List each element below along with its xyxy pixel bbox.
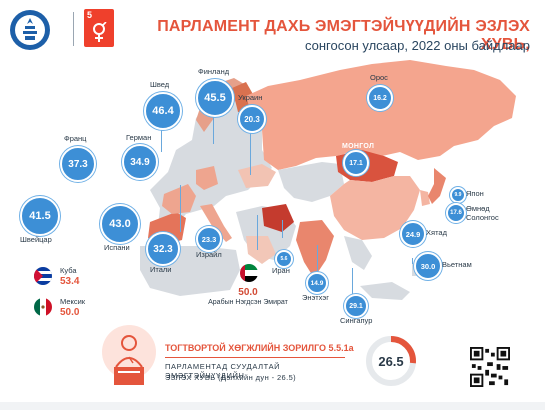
bubble-italy: 32.3 <box>146 232 180 266</box>
bubble-china: 24.9 <box>400 221 426 247</box>
bubble-iran: 5.6 <box>275 250 293 268</box>
leader-line <box>352 268 353 296</box>
bubble-sweden: 46.4 <box>144 92 182 130</box>
goal-description-line1: ПАРЛАМЕНТАД СУУДАЛТАЙ ЭМЭГТЭЙЧҮҮДИЙН <box>165 362 281 380</box>
country-label-france: Франц <box>64 134 87 143</box>
country-label-japan: Япон <box>466 189 484 198</box>
goal-progress-ring <box>366 336 416 386</box>
bubble-france: 37.3 <box>60 146 96 182</box>
leader-line <box>250 125 251 175</box>
country-label-vietnam: Вьетнам <box>442 260 472 269</box>
footer-strip <box>0 402 545 410</box>
uae-label: Арабын Нэгдсэн Эмират <box>208 299 288 306</box>
uae-value: 50.0 <box>238 287 258 298</box>
sdg-goal-5-badge: 5 <box>84 9 114 47</box>
country-label-finland: Финланд <box>198 67 230 76</box>
goal-divider <box>165 357 345 358</box>
bubble-russia: 16.2 <box>367 85 393 111</box>
bubble-switzerland: 41.5 <box>20 196 60 236</box>
cuba-value: 53.4 <box>60 276 80 287</box>
mexico-value: 50.0 <box>60 307 80 318</box>
goal-progress-arc <box>366 336 416 386</box>
nso-logo <box>10 10 50 50</box>
bubble-ukraine: 20.3 <box>238 105 266 133</box>
mexico-flag-icon <box>34 298 52 316</box>
bubble-spain: 43.0 <box>100 204 140 244</box>
parliament-speaker-icon <box>102 325 156 385</box>
country-label-sweden: Швед <box>150 80 170 89</box>
bubble-finland: 45.5 <box>196 79 234 117</box>
leader-line <box>257 215 258 250</box>
header-divider <box>73 12 74 46</box>
country-label-singapore: Сингапур <box>340 316 373 325</box>
bubble-south-korea: 17.6 <box>446 203 466 223</box>
leader-line <box>282 220 283 238</box>
country-label-india: Энэтхэг <box>302 293 329 302</box>
goal-value: 26.5 <box>378 353 404 369</box>
goal-title: ТОГТВОРТОЙ ХӨГЖЛИЙН ЗОРИЛГО 5.5.1а <box>165 343 354 353</box>
country-label-russia: Орос <box>370 73 388 82</box>
bubble-singapore: 29.1 <box>344 294 368 318</box>
bubble-vietnam: 30.0 <box>414 252 442 280</box>
leader-line <box>161 117 162 152</box>
country-label-switzerland: Швейцар <box>20 235 52 244</box>
mongolia-map-label: МОНГОЛ <box>342 143 375 150</box>
leader-line <box>412 258 413 264</box>
bubble-india: 14.9 <box>306 272 328 294</box>
leader-line <box>317 245 318 275</box>
country-label-spain: Испани <box>104 243 130 252</box>
bubble-mongolia: 17.1 <box>343 150 369 176</box>
gender-equality-icon <box>93 22 107 42</box>
leader-line <box>180 185 181 232</box>
country-label-israel: Израйл <box>196 250 222 259</box>
qr-code[interactable] <box>470 347 510 387</box>
bubble-germany: 34.9 <box>122 144 158 180</box>
country-label-ukraine: Украин <box>238 93 263 102</box>
country-label-south-korea: Өмнөд Солонгос <box>466 204 499 222</box>
mexico-label: Мексик <box>60 297 86 306</box>
page-title: ПАРЛАМЕНТ ДАХЬ ЭМЭГТЭЙЧҮҮДИЙН ЭЗЛЭХ ХУВЬ… <box>157 18 530 53</box>
goal-description-line2: ЭЗЛЭХ ХУВЬ (Дэлхийн дун - 26.5) <box>165 373 297 382</box>
bubble-israel: 23.3 <box>196 226 222 252</box>
sdg-number: 5 <box>87 10 93 20</box>
page-subtitle: сонгосон улсаар, 2022 оны байдлаар <box>304 38 530 53</box>
cuba-flag-icon <box>34 267 52 285</box>
bubble-japan: 9.9 <box>450 187 466 203</box>
uae-flag-icon <box>240 264 258 282</box>
country-label-china: Хятад <box>426 228 447 237</box>
country-label-germany: Герман <box>126 133 152 142</box>
country-label-iran: Иран <box>272 266 290 275</box>
leader-line <box>213 104 214 144</box>
country-label-italy: Итали <box>150 265 172 274</box>
cuba-label: Куба <box>60 266 77 275</box>
